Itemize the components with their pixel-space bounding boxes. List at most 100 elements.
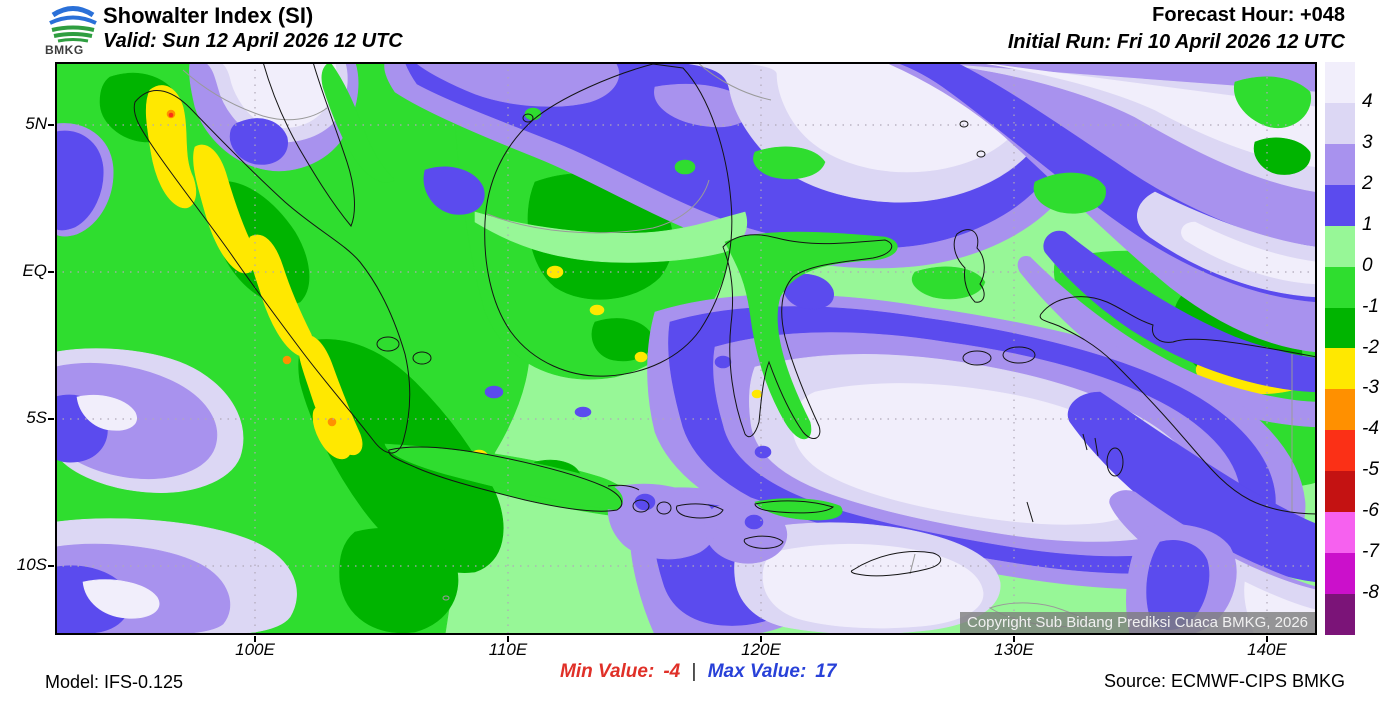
coastline [632, 499, 650, 513]
coastline [676, 503, 724, 519]
coastline [1094, 437, 1099, 457]
copyright-watermark: Copyright Sub Bidang Prediksi Cuaca BMKG… [959, 612, 1315, 633]
legend-color-segment [1325, 184, 1355, 226]
contour-region-darkgreen-ocean-s [339, 527, 459, 634]
border-line [696, 62, 772, 101]
y-axis-tick [48, 565, 54, 567]
contour-region-ne-white-c [1181, 221, 1317, 285]
minmax-separator: | [691, 661, 697, 682]
source-label: Source: ECMWF-CIPS BMKG [1103, 671, 1345, 691]
min-value-label: Min Value: [560, 661, 655, 682]
map-border [55, 62, 1317, 635]
coastline [388, 446, 623, 512]
legend-value-label: 1 [1362, 213, 1373, 235]
contour-region-orange-dots [166, 109, 1297, 462]
coastline [133, 90, 411, 454]
coastline [262, 62, 355, 227]
contour-region-blue-kalbar [423, 166, 485, 215]
y-axis-tick [48, 124, 54, 126]
legend-value-label: 3 [1362, 131, 1373, 153]
legend-color-segment [1325, 553, 1355, 594]
x-axis-label: 130E [994, 640, 1034, 659]
legend-color-segment [1325, 266, 1355, 308]
model-label: Model: IFS-0.125 [45, 672, 184, 692]
coastline [953, 229, 985, 303]
legend-color-segment [1325, 512, 1355, 554]
contour-region-ne-darkgreen-corner [1253, 137, 1311, 175]
legend-color-segment [1325, 430, 1355, 472]
legend-color-segment [1325, 143, 1355, 185]
y-axis-label: 10S [16, 555, 47, 574]
y-axis-label: 5S [26, 408, 47, 427]
min-value: -4 [663, 661, 681, 682]
contour-region-yellow-sulsel-dot [751, 389, 763, 399]
coastline [607, 484, 640, 491]
legend-color-segment [1325, 593, 1355, 635]
bmkg-logo-label: BMKG [45, 43, 84, 57]
bmkg-logo-icon [49, 6, 97, 43]
legend-color-segment [1325, 62, 1355, 103]
contour-map [55, 62, 1317, 635]
coastline [1026, 501, 1034, 523]
legend-color-segment [1325, 225, 1355, 267]
coastline [656, 501, 672, 515]
coastline [722, 234, 893, 440]
map-canvas: Copyright Sub Bidang Prediksi Cuaca BMKG… [55, 62, 1317, 635]
x-axis-tick [254, 636, 256, 642]
coastline [959, 120, 969, 128]
legend-value-label: -2 [1362, 336, 1379, 358]
contour-region-green-peninsula [321, 62, 396, 183]
bmkg-logo: BMKG [45, 1, 103, 57]
x-axis-tick [1266, 636, 1268, 642]
coastline [376, 336, 400, 352]
coastline [412, 351, 432, 365]
legend-color-segment [1325, 471, 1355, 513]
coastline [484, 63, 733, 377]
contour-region-blue-makassar [714, 355, 772, 459]
border-line [182, 69, 328, 121]
legend-value-label: 2 [1362, 172, 1373, 194]
contour-region-gulf-blue [229, 118, 288, 165]
coastline [850, 551, 942, 577]
legend-value-label: -4 [1362, 418, 1379, 440]
legend-value-label: -7 [1362, 541, 1379, 563]
x-axis-label: 140E [1247, 640, 1287, 659]
page-title: Showalter Index (SI) [103, 3, 314, 28]
x-axis-tick [1013, 636, 1015, 642]
max-value-label: Max Value: [707, 661, 807, 682]
coastline [976, 150, 986, 158]
contour-region-ne-fringe-d [1017, 256, 1317, 428]
legend-color-segment [1325, 102, 1355, 144]
border-line [486, 179, 710, 234]
contour-region-bali-blue-dots [634, 493, 764, 530]
x-axis-label: 110E [488, 640, 528, 659]
y-axis-tick [48, 271, 54, 273]
coastline [1106, 447, 1124, 477]
initial-run-label: Initial Run: Fri 10 April 2026 12 UTC [1007, 31, 1345, 53]
x-axis-label: 100E [235, 640, 275, 659]
x-axis-tick [760, 636, 762, 642]
legend-value-label: 4 [1362, 90, 1373, 112]
border-line [909, 553, 916, 575]
legend-color-segment [1325, 389, 1355, 431]
legend-value-label: -8 [1362, 582, 1379, 604]
coastline [962, 350, 992, 366]
coastline [522, 113, 534, 123]
forecast-hour-label: Forecast Hour: +048 [1152, 4, 1345, 26]
contour-region-yellow-sumatra-band [145, 85, 363, 460]
coastline [754, 500, 835, 514]
border-line [442, 595, 450, 601]
legend-value-label: -1 [1362, 295, 1379, 317]
contour-region-timor-white [762, 543, 984, 629]
contour-region-ne-blue-d [1043, 230, 1317, 393]
legend-value-label: 0 [1362, 254, 1373, 276]
legend-color-segment [1325, 307, 1355, 349]
contour-region-ne-green-patches [753, 76, 1312, 300]
minmax-line: Min Value: -4 | Max Value: 17 [560, 661, 836, 683]
contour-region-blue-javasea [484, 385, 592, 418]
contour-region-sw2-white [82, 579, 160, 619]
coastline [1039, 296, 1317, 515]
y-axis-tick [48, 418, 54, 420]
coastline [1082, 433, 1088, 451]
x-axis-label: 120E [741, 640, 781, 659]
